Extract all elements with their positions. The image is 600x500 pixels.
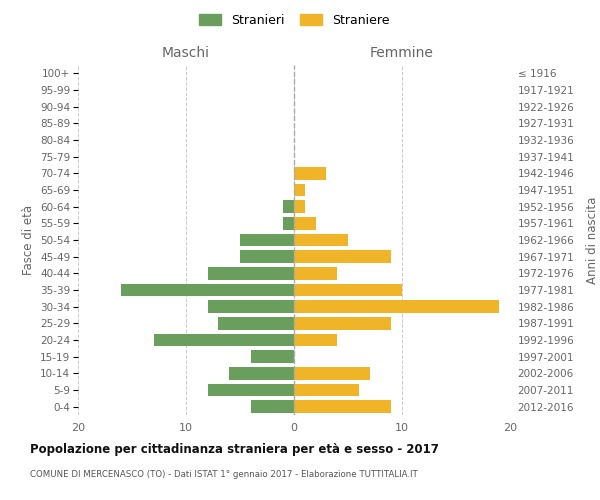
Bar: [283, 217, 294, 230]
Bar: [208, 384, 294, 396]
Y-axis label: Anni di nascita: Anni di nascita: [586, 196, 599, 284]
Bar: [294, 284, 402, 296]
Text: Femmine: Femmine: [370, 46, 434, 60]
Bar: [240, 250, 294, 263]
Bar: [294, 400, 391, 413]
Bar: [294, 167, 326, 179]
Bar: [294, 384, 359, 396]
Bar: [283, 200, 294, 213]
Bar: [294, 267, 337, 280]
Legend: Stranieri, Straniere: Stranieri, Straniere: [195, 10, 393, 30]
Bar: [218, 317, 294, 330]
Text: Popolazione per cittadinanza straniera per età e sesso - 2017: Popolazione per cittadinanza straniera p…: [30, 442, 439, 456]
Bar: [294, 200, 305, 213]
Bar: [294, 334, 337, 346]
Bar: [294, 184, 305, 196]
Bar: [240, 234, 294, 246]
Bar: [251, 350, 294, 363]
Bar: [294, 234, 348, 246]
Y-axis label: Fasce di età: Fasce di età: [22, 205, 35, 275]
Bar: [154, 334, 294, 346]
Bar: [294, 317, 391, 330]
Bar: [251, 400, 294, 413]
Bar: [121, 284, 294, 296]
Text: COMUNE DI MERCENASCO (TO) - Dati ISTAT 1° gennaio 2017 - Elaborazione TUTTITALIA: COMUNE DI MERCENASCO (TO) - Dati ISTAT 1…: [30, 470, 418, 479]
Bar: [208, 300, 294, 313]
Bar: [208, 267, 294, 280]
Bar: [294, 367, 370, 380]
Bar: [294, 217, 316, 230]
Text: Maschi: Maschi: [162, 46, 210, 60]
Bar: [294, 250, 391, 263]
Bar: [294, 300, 499, 313]
Bar: [229, 367, 294, 380]
